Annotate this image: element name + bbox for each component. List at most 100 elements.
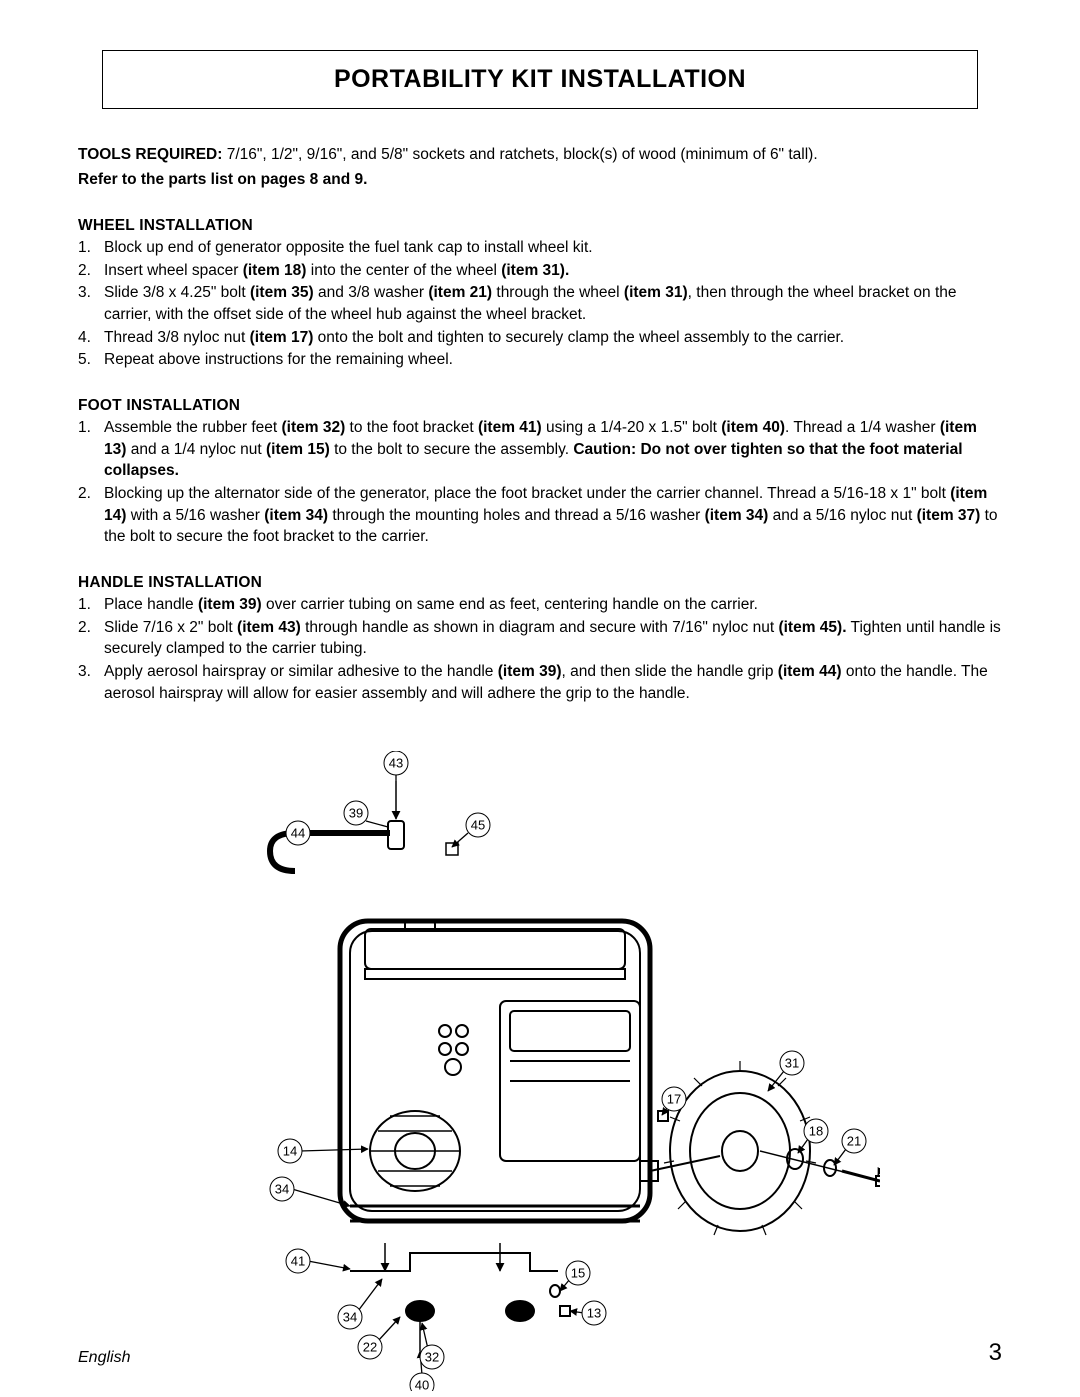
wheel-install-head: WHEEL INSTALLATION — [78, 217, 1002, 235]
t: and a 5/16 nyloc nut — [768, 507, 916, 524]
t: with a 5/16 washer — [126, 507, 264, 524]
refer-parts-list: Refer to the parts list on pages 8 and 9… — [78, 170, 1002, 191]
t: Insert wheel spacer — [104, 262, 243, 279]
t: Apply aerosol hairspray or similar adhes… — [104, 663, 498, 680]
callout-43: 43 — [384, 751, 408, 775]
callout-17: 17 — [662, 1087, 686, 1111]
svg-text:41: 41 — [291, 1253, 305, 1268]
item-ref: (item 31) — [624, 284, 688, 301]
wheel-step-4: Thread 3/8 nyloc nut (item 17) onto the … — [78, 327, 1002, 349]
foot-install-head: FOOT INSTALLATION — [78, 397, 1002, 415]
svg-text:17: 17 — [667, 1091, 681, 1106]
t: Slide 3/8 x 4.25" bolt — [104, 284, 250, 301]
t: Place handle — [104, 596, 198, 613]
svg-text:18: 18 — [809, 1123, 823, 1138]
callout-15: 15 — [566, 1261, 590, 1285]
title-box: PORTABILITY KIT INSTALLATION — [102, 50, 978, 109]
handle-step-2: Slide 7/16 x 2" bolt (item 43) through h… — [78, 617, 1002, 660]
svg-text:34: 34 — [343, 1309, 357, 1324]
item-ref: (item 39) — [198, 596, 262, 613]
wheel-steps: Block up end of generator opposite the f… — [78, 237, 1002, 371]
callout-14: 14 — [278, 1139, 302, 1163]
handle-install-head: HANDLE INSTALLATION — [78, 574, 1002, 592]
callout-31: 31 — [780, 1051, 804, 1075]
svg-text:13: 13 — [587, 1305, 601, 1320]
footer-language: English — [78, 1349, 130, 1367]
t: through the wheel — [492, 284, 624, 301]
callout-18: 18 — [804, 1119, 828, 1143]
wheel-step-1-text: Block up end of generator opposite the f… — [104, 239, 593, 256]
wheel-step-2: Insert wheel spacer (item 18) into the c… — [78, 260, 1002, 282]
svg-text:21: 21 — [847, 1133, 861, 1148]
svg-text:40: 40 — [415, 1377, 429, 1391]
item-ref: (item 39) — [498, 663, 562, 680]
svg-text:39: 39 — [349, 805, 363, 820]
item-ref: (item 15) — [266, 441, 330, 458]
page-title: PORTABILITY KIT INSTALLATION — [103, 65, 977, 94]
exploded-diagram: 43 44 39 45 31 17 18 21 35 14 34 41 34 2… — [78, 751, 1002, 1396]
wheel-step-5: Repeat above instructions for the remain… — [78, 349, 1002, 371]
item-ref: (item 35) — [250, 284, 314, 301]
t: into the center of the wheel — [306, 262, 501, 279]
handle-step-1: Place handle (item 39) over carrier tubi… — [78, 594, 1002, 616]
t: to the foot bracket — [345, 419, 478, 436]
t: Thread 3/8 nyloc nut — [104, 329, 250, 346]
item-ref: (item 34) — [705, 507, 769, 524]
handle-step-3: Apply aerosol hairspray or similar adhes… — [78, 661, 1002, 704]
foot-step-2: Blocking up the alternator side of the g… — [78, 483, 1002, 548]
t: through the mounting holes and thread a … — [328, 507, 705, 524]
item-ref: (item 45). — [778, 619, 846, 636]
t: Repeat above instructions for the remain… — [104, 351, 453, 368]
item-ref: (item 21) — [428, 284, 492, 301]
page-footer: English 3 — [78, 1339, 1002, 1367]
item-ref: (item 40) — [721, 419, 785, 436]
callout-21: 21 — [842, 1129, 866, 1153]
t: , and then slide the handle grip — [562, 663, 778, 680]
item-ref: (item 18) — [243, 262, 307, 279]
item-ref: (item 37) — [917, 507, 981, 524]
diagram-svg: 43 44 39 45 31 17 18 21 35 14 34 41 34 2… — [200, 751, 880, 1391]
intro-block: TOOLS REQUIRED: 7/16", 1/2", 9/16", and … — [78, 145, 1002, 191]
callout-44: 44 — [286, 821, 310, 845]
foot-steps: Assemble the rubber feet (item 32) to th… — [78, 417, 1002, 548]
foot-step-1: Assemble the rubber feet (item 32) to th… — [78, 417, 1002, 482]
svg-text:34: 34 — [275, 1181, 289, 1196]
t: through handle as shown in diagram and s… — [301, 619, 779, 636]
t: over carrier tubing on same end as feet,… — [262, 596, 758, 613]
t: and 3/8 washer — [314, 284, 429, 301]
t: to the bolt to secure the assembly. — [330, 441, 574, 458]
callout-45: 45 — [466, 813, 490, 837]
handle-steps: Place handle (item 39) over carrier tubi… — [78, 594, 1002, 704]
tools-required-label: TOOLS REQUIRED: — [78, 146, 222, 163]
t: . Thread a 1/4 washer — [785, 419, 940, 436]
callout-34: 34 — [270, 1177, 294, 1201]
callout-41: 41 — [286, 1249, 310, 1273]
item-ref: (item 41) — [478, 419, 542, 436]
item-ref: (item 32) — [282, 419, 346, 436]
svg-text:14: 14 — [283, 1143, 297, 1158]
svg-text:43: 43 — [389, 755, 403, 770]
t: onto the bolt and tighten to securely cl… — [313, 329, 844, 346]
tools-required-text: 7/16", 1/2", 9/16", and 5/8" sockets and… — [222, 146, 817, 163]
callout-13: 13 — [582, 1301, 606, 1325]
callout-40: 40 — [410, 1373, 434, 1391]
item-ref: (item 17) — [250, 329, 314, 346]
item-ref: (item 44) — [778, 663, 842, 680]
t: Blocking up the alternator side of the g… — [104, 485, 950, 502]
t: using a 1/4-20 x 1.5" bolt — [542, 419, 722, 436]
t: and a 1/4 nyloc nut — [126, 441, 266, 458]
footer-page-number: 3 — [989, 1339, 1002, 1367]
callout-39: 39 — [344, 801, 368, 825]
svg-text:44: 44 — [291, 825, 305, 840]
svg-text:45: 45 — [471, 817, 485, 832]
wheel-step-3: Slide 3/8 x 4.25" bolt (item 35) and 3/8… — [78, 282, 1002, 325]
callout-34b: 34 — [338, 1305, 362, 1329]
item-ref: (item 31). — [501, 262, 569, 279]
wheel-step-1: Block up end of generator opposite the f… — [78, 237, 1002, 259]
t: Assemble the rubber feet — [104, 419, 282, 436]
item-ref: (item 43) — [237, 619, 301, 636]
item-ref: (item 34) — [264, 507, 328, 524]
t: Slide 7/16 x 2" bolt — [104, 619, 237, 636]
svg-text:15: 15 — [571, 1265, 585, 1280]
svg-text:31: 31 — [785, 1055, 799, 1070]
